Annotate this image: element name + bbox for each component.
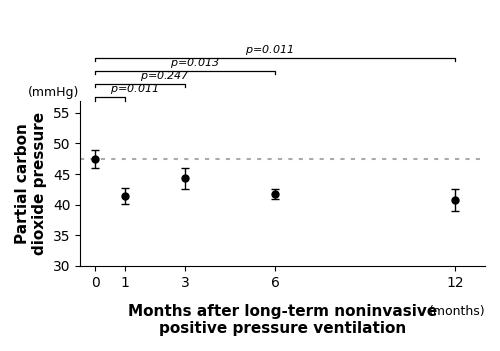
Text: $p$=0.247: $p$=0.247 <box>140 69 190 83</box>
Text: $p$=0.011: $p$=0.011 <box>110 82 158 97</box>
Text: $p$=0.013: $p$=0.013 <box>170 56 220 70</box>
Text: $p$=0.011: $p$=0.011 <box>245 43 294 57</box>
Y-axis label: Partial carbon
dioxide pressure: Partial carbon dioxide pressure <box>15 112 48 255</box>
X-axis label: Months after long-term noninvasive
positive pressure ventilation: Months after long-term noninvasive posit… <box>128 304 437 336</box>
Text: (mmHg): (mmHg) <box>28 86 79 99</box>
Text: (months): (months) <box>428 305 485 318</box>
